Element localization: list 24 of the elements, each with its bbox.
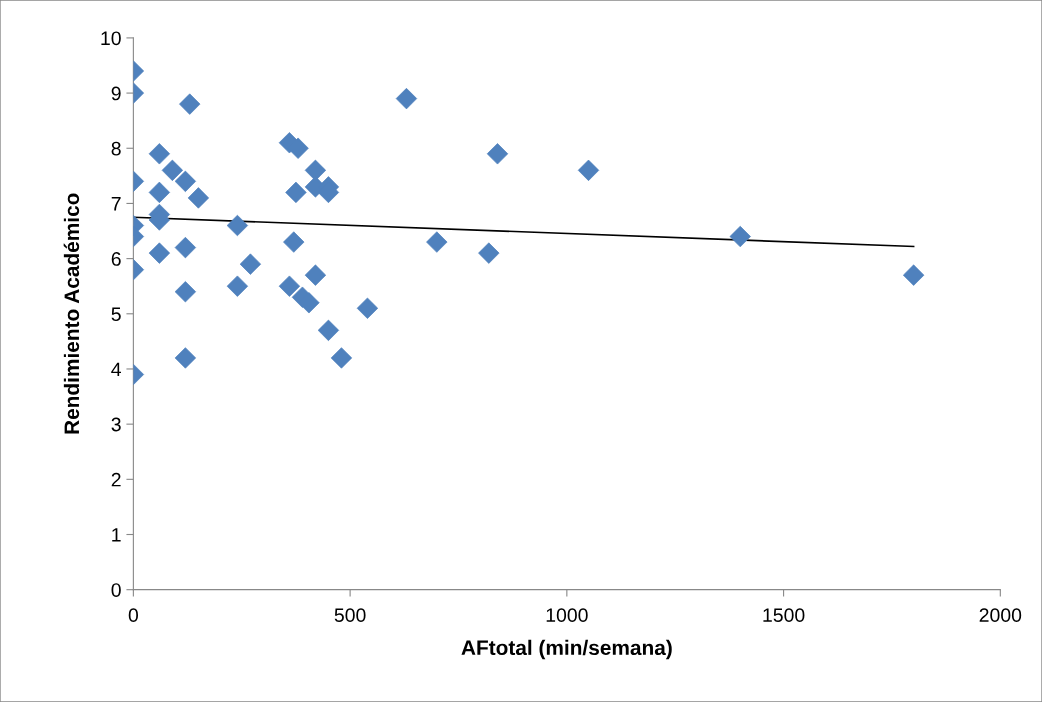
y-tick-label: 1 <box>112 528 121 542</box>
y-tick-label: 4 <box>111 362 121 377</box>
y-tick-label: 0 <box>111 583 121 597</box>
y-tick-label: 3 <box>111 417 121 432</box>
y-tick-label: 2 <box>111 472 121 487</box>
y-axis-title: Rendimiento Académico <box>63 193 80 434</box>
y-tick-label: 10 <box>101 31 121 46</box>
y-tick-label: 6 <box>111 252 121 266</box>
x-tick-label: 500 <box>334 608 366 623</box>
point <box>304 159 327 181</box>
point <box>174 170 197 193</box>
x-axis-title: AFtotal (min/semana) <box>461 639 672 660</box>
y-tick-label: 8 <box>111 141 121 156</box>
x-tick-label: 1500 <box>763 608 805 623</box>
point <box>426 231 448 253</box>
y-tick-label: 7 <box>111 197 121 211</box>
point <box>729 225 751 248</box>
point <box>161 159 184 181</box>
x-tick-label: 0 <box>128 608 139 623</box>
point <box>148 181 171 204</box>
y-tick-label: 9 <box>111 86 121 101</box>
y-tick-label: 5 <box>111 307 121 322</box>
x-tick-label: 2000 <box>979 608 1022 623</box>
x-tick-label: 1000 <box>546 608 588 623</box>
